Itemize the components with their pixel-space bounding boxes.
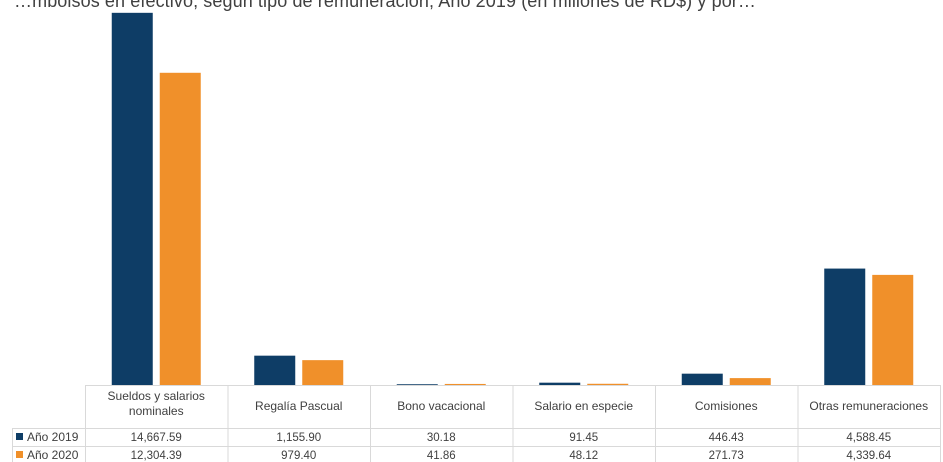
bar-2020-4 bbox=[729, 378, 771, 385]
category-label: Regalía Pascual bbox=[255, 399, 342, 413]
bar-2020-1 bbox=[302, 360, 344, 385]
legend-label-2019: Año 2019 bbox=[27, 430, 79, 444]
category-label: Otras remuneraciones bbox=[809, 399, 928, 413]
category-label: Comisiones bbox=[695, 399, 758, 413]
data-label: 91.45 bbox=[569, 432, 598, 444]
bar-2020-0 bbox=[159, 72, 201, 386]
category-label: nominales bbox=[129, 404, 184, 418]
bar-2019-2 bbox=[396, 384, 438, 385]
chart-title: …mbolsos en efectivo, según tipo de remu… bbox=[14, 0, 756, 11]
data-label: 48.12 bbox=[569, 450, 598, 462]
bar-2020-3 bbox=[587, 383, 629, 385]
data-label: 12,304.39 bbox=[131, 450, 182, 462]
data-label: 979.40 bbox=[281, 450, 316, 462]
legend-label-2020: Año 2020 bbox=[27, 448, 79, 462]
legend-key-2019 bbox=[16, 433, 23, 440]
bar-2019-5 bbox=[824, 268, 866, 385]
data-label: 4,588.45 bbox=[846, 432, 891, 444]
category-label: Bono vacacional bbox=[397, 399, 485, 413]
bar-2020-5 bbox=[872, 274, 914, 385]
data-label: 30.18 bbox=[427, 432, 456, 444]
data-label: 1,155.90 bbox=[276, 432, 321, 444]
data-label: 446.43 bbox=[709, 432, 744, 444]
bar-2019-3 bbox=[539, 382, 581, 385]
data-label: 4,339.64 bbox=[846, 450, 891, 462]
data-label: 14,667.59 bbox=[131, 432, 182, 444]
bar-2019-1 bbox=[254, 355, 296, 385]
data-label: 271.73 bbox=[709, 450, 744, 462]
bar-2019-4 bbox=[681, 373, 723, 385]
legend-key-2020 bbox=[16, 451, 23, 458]
bar-2020-2 bbox=[444, 383, 486, 385]
data-label: 41.86 bbox=[427, 450, 456, 462]
bar-2019-0 bbox=[111, 12, 153, 385]
category-label: Salario en especie bbox=[534, 399, 633, 413]
category-label: Sueldos y salarios bbox=[108, 389, 205, 403]
